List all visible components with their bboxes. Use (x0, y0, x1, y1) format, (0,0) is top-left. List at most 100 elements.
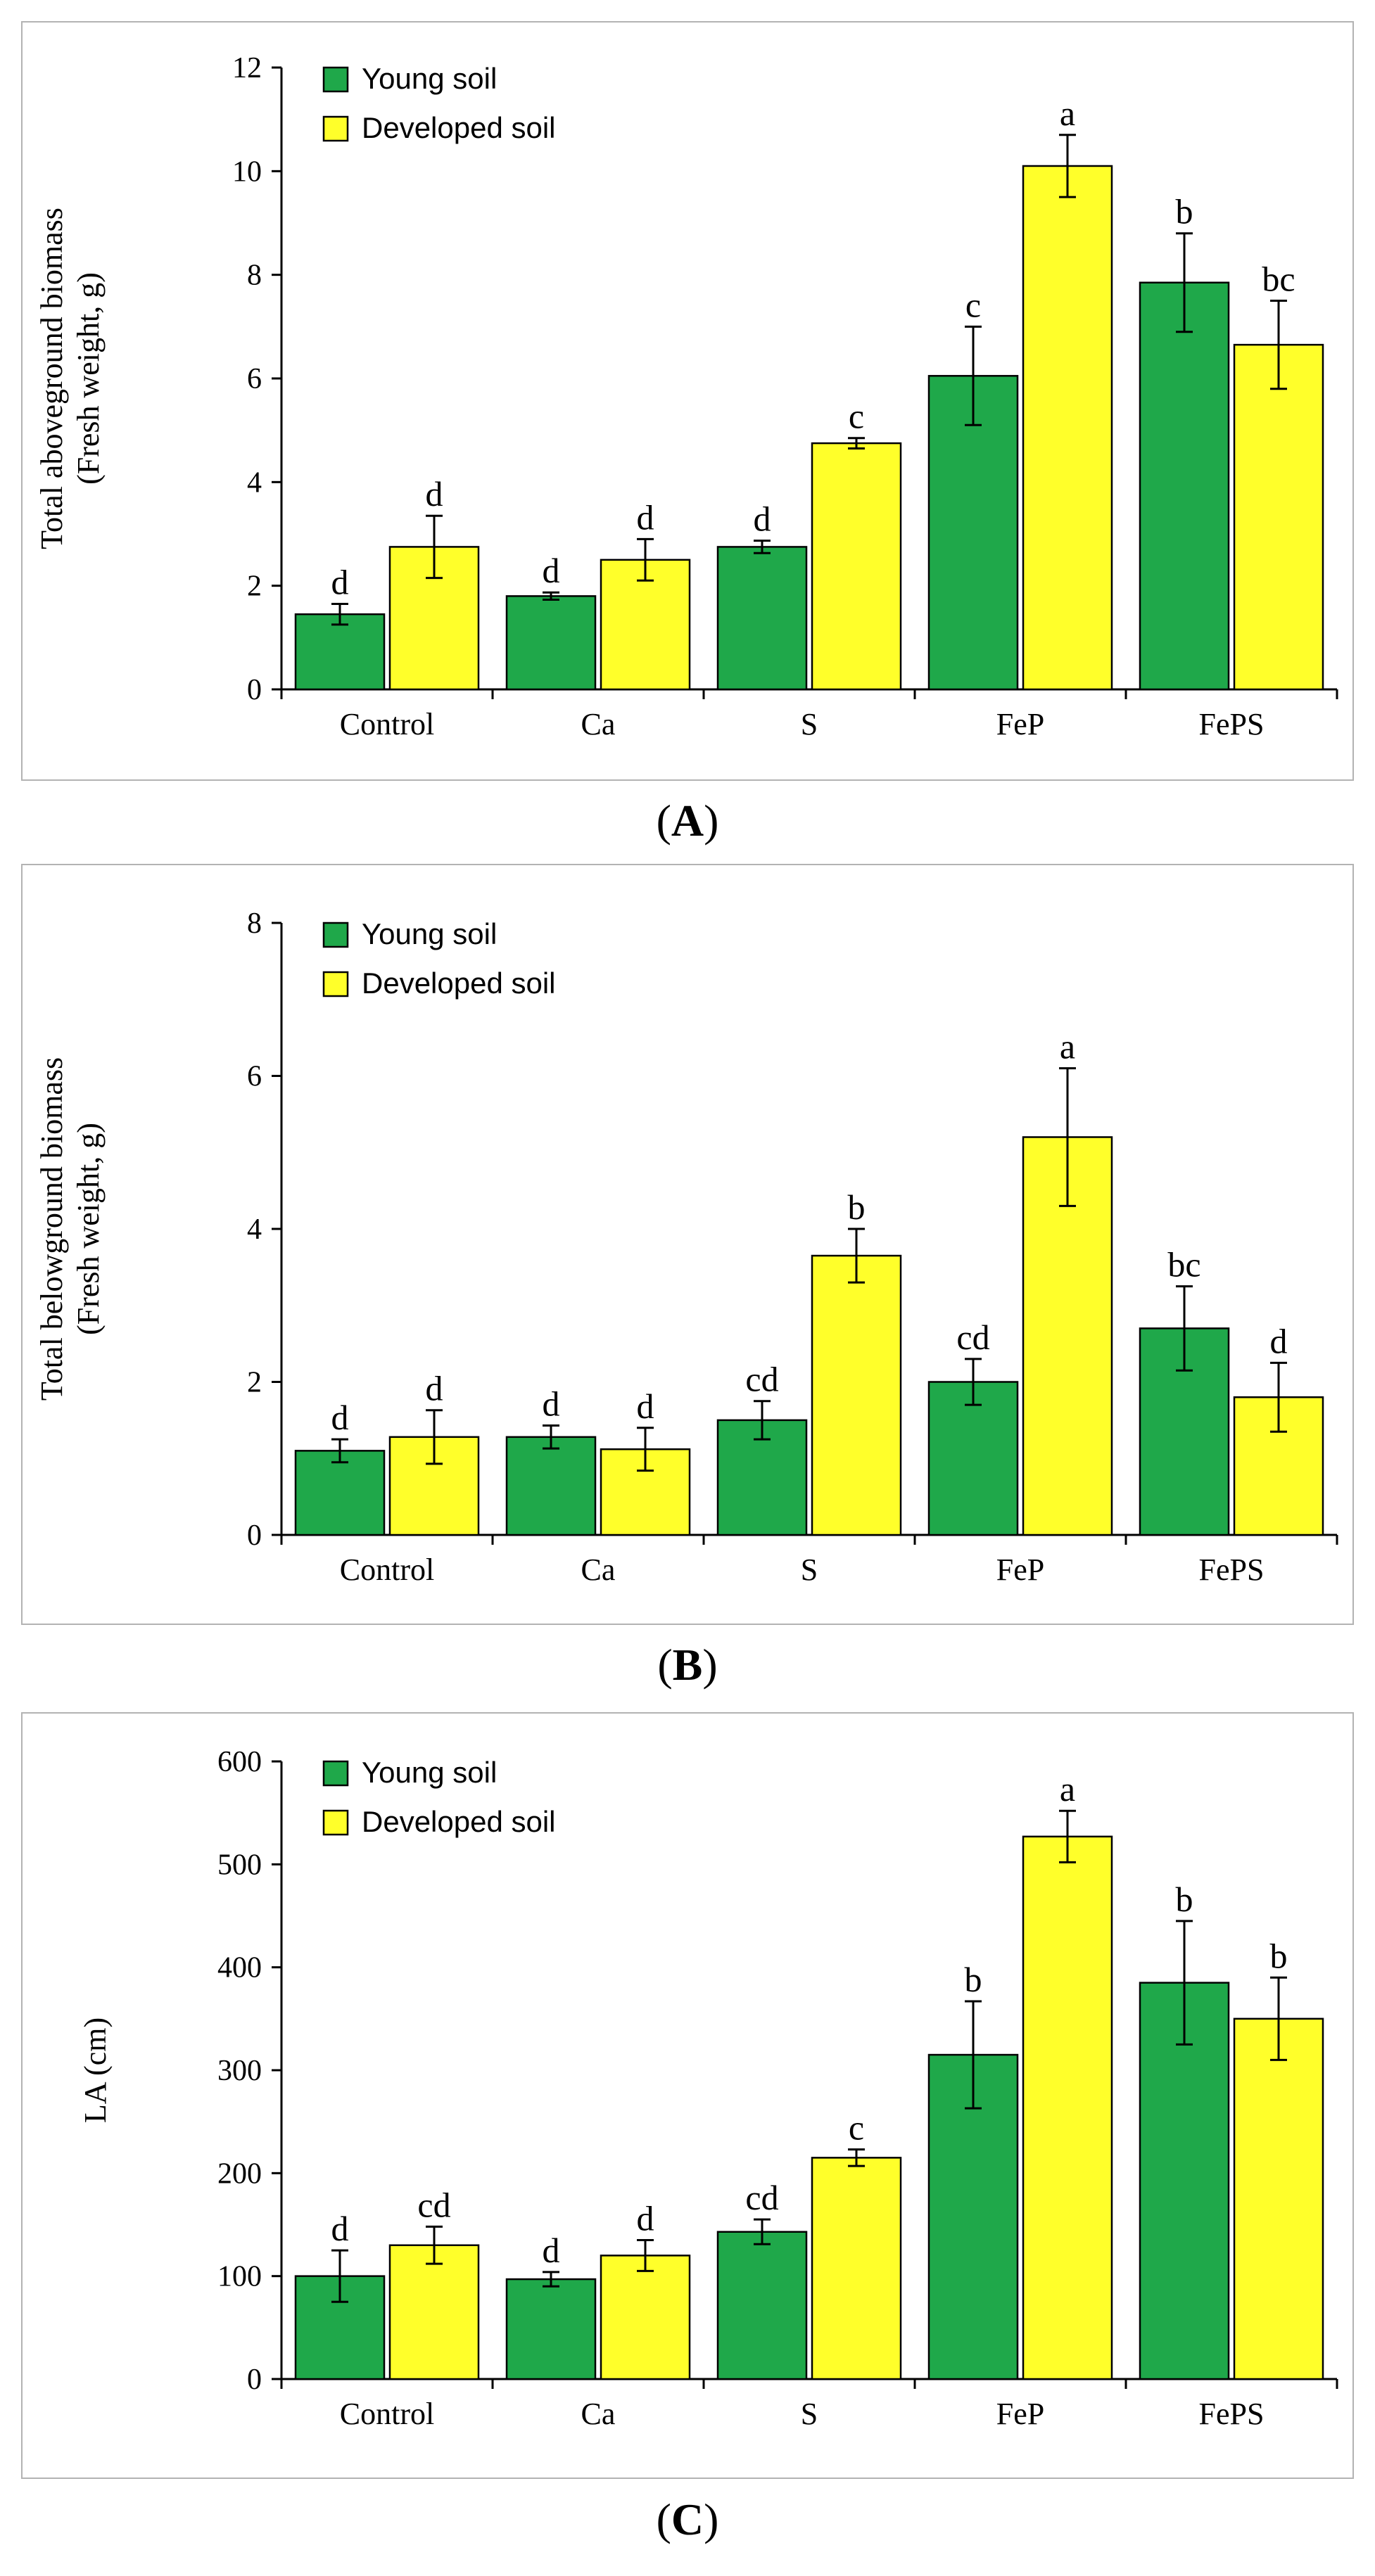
legend-label: Developed soil (362, 111, 556, 144)
legend-label: Developed soil (362, 1805, 556, 1838)
panel-label-c-open: ( (656, 2494, 671, 2544)
significance-letter: bc (1167, 1245, 1200, 1284)
significance-letter: c (965, 285, 981, 324)
significance-letter: d (637, 1386, 654, 1426)
y-tick-label: 2 (247, 570, 262, 603)
significance-letter: d (543, 2231, 560, 2270)
y-tick-label: 6 (247, 363, 262, 395)
legend-label: Young soil (362, 917, 497, 950)
y-axis-label-line2: (Fresh weight, g) (71, 272, 106, 485)
significance-letter: d (426, 474, 443, 514)
bar (1139, 1982, 1230, 2380)
bar (505, 2278, 597, 2380)
significance-letter: b (1270, 1936, 1288, 1975)
panel-label-b-open: ( (657, 1640, 673, 1690)
panel-label-a-close: ) (704, 796, 719, 846)
y-axis-label: LA (cm) (78, 2017, 113, 2123)
x-tick-label: Control (340, 2397, 434, 2431)
x-tick-label: FePS (1199, 1552, 1265, 1587)
x-tick-label: Ca (581, 707, 616, 741)
significance-letter: bc (1262, 260, 1295, 299)
y-tick-label: 10 (232, 155, 262, 188)
bar (1022, 1835, 1113, 2380)
y-tick-label: 4 (247, 1213, 262, 1246)
y-tick-label: 8 (247, 907, 262, 940)
legend-swatch (322, 1809, 349, 1836)
significance-letter: d (543, 551, 560, 590)
x-tick-label: FePS (1199, 2397, 1265, 2431)
legend-swatch (322, 1760, 349, 1787)
legend-swatch (322, 66, 349, 93)
chart-b: 0 2 4 6 8 Control Ca S FeP FePS Total belowground … (34, 907, 1338, 1587)
bar (505, 595, 597, 691)
significance-letter: d (331, 562, 349, 601)
bar (505, 1436, 597, 1536)
legend-swatch (322, 971, 349, 997)
significance-letter: b (1176, 1880, 1193, 1919)
y-tick-label: 400 (217, 1952, 262, 1984)
significance-letter: cd (417, 2185, 450, 2224)
chart-c: 0 100 200 300 400 500 600 Control Ca S FeP FePS LA (… (78, 1746, 1338, 2431)
bar (1233, 2017, 1324, 2380)
panel-label-a: (A) (0, 795, 1375, 847)
panel-label-b-letter: B (672, 1640, 703, 1690)
bar (600, 2255, 691, 2380)
bar (294, 1450, 386, 1536)
bar (716, 2231, 808, 2380)
significance-letter: cd (745, 2178, 778, 2217)
y-tick-label: 12 (232, 52, 262, 84)
x-tick-label: FeP (996, 1552, 1044, 1587)
y-tick-label: 0 (247, 1519, 262, 1552)
bar (811, 1254, 902, 1536)
y-tick-label: 4 (247, 466, 262, 499)
significance-letter: a (1060, 94, 1075, 133)
panel-label-a-letter: A (671, 796, 704, 846)
significance-letter: c (849, 2108, 864, 2148)
panel-label-c: (C) (0, 2494, 1375, 2546)
bar (1139, 281, 1230, 691)
y-tick-label: 200 (217, 2157, 262, 2190)
legend-label: Developed soil (362, 967, 556, 1000)
y-tick-label: 6 (247, 1061, 262, 1093)
panel-label-a-open: ( (656, 796, 671, 846)
x-tick-label: Ca (581, 1552, 616, 1587)
x-tick-label: S (801, 1552, 818, 1587)
y-tick-label: 0 (247, 674, 262, 706)
significance-letter: d (1270, 1321, 1288, 1360)
significance-letter: b (965, 1960, 982, 1999)
x-tick-label: Ca (581, 2397, 616, 2431)
x-tick-label: Control (340, 707, 434, 741)
significance-letter: d (331, 2209, 349, 2248)
y-axis-label-line2: (Fresh weight, g) (71, 1123, 106, 1335)
significance-letter: d (331, 1398, 349, 1437)
x-tick-label: S (801, 2397, 818, 2431)
y-tick-label: 100 (217, 2261, 262, 2293)
y-tick-label: 500 (217, 1849, 262, 1881)
bar (811, 442, 902, 691)
bar (1233, 343, 1324, 691)
bar (388, 2244, 480, 2380)
x-tick-label: S (801, 707, 818, 741)
chart-a: 0 2 4 6 8 10 12 Control Ca S FeP FePS Total abovegro… (34, 52, 1338, 741)
y-tick-label: 2 (247, 1367, 262, 1399)
significance-letter: d (754, 499, 771, 539)
y-axis-label: Total belowground biomass (34, 1057, 69, 1401)
x-tick-label: FeP (996, 2397, 1044, 2431)
bar (1022, 165, 1113, 691)
bar (294, 613, 386, 691)
y-tick-label: 0 (247, 2364, 262, 2396)
x-tick-label: Control (340, 1552, 434, 1587)
significance-letter: d (426, 1369, 443, 1408)
significance-letter: cd (956, 1318, 989, 1357)
significance-letter: d (637, 2198, 654, 2238)
legend-swatch (322, 115, 349, 142)
significance-letter: b (1176, 192, 1193, 231)
panel-label-c-letter: C (671, 2494, 704, 2544)
significance-letter: d (637, 497, 654, 537)
panel-label-b: (B) (0, 1639, 1375, 1691)
legend-label: Young soil (362, 1756, 497, 1789)
bar (716, 546, 808, 691)
y-tick-label: 300 (217, 2055, 262, 2087)
bar (811, 2157, 902, 2380)
significance-letter: a (1060, 1769, 1075, 1809)
